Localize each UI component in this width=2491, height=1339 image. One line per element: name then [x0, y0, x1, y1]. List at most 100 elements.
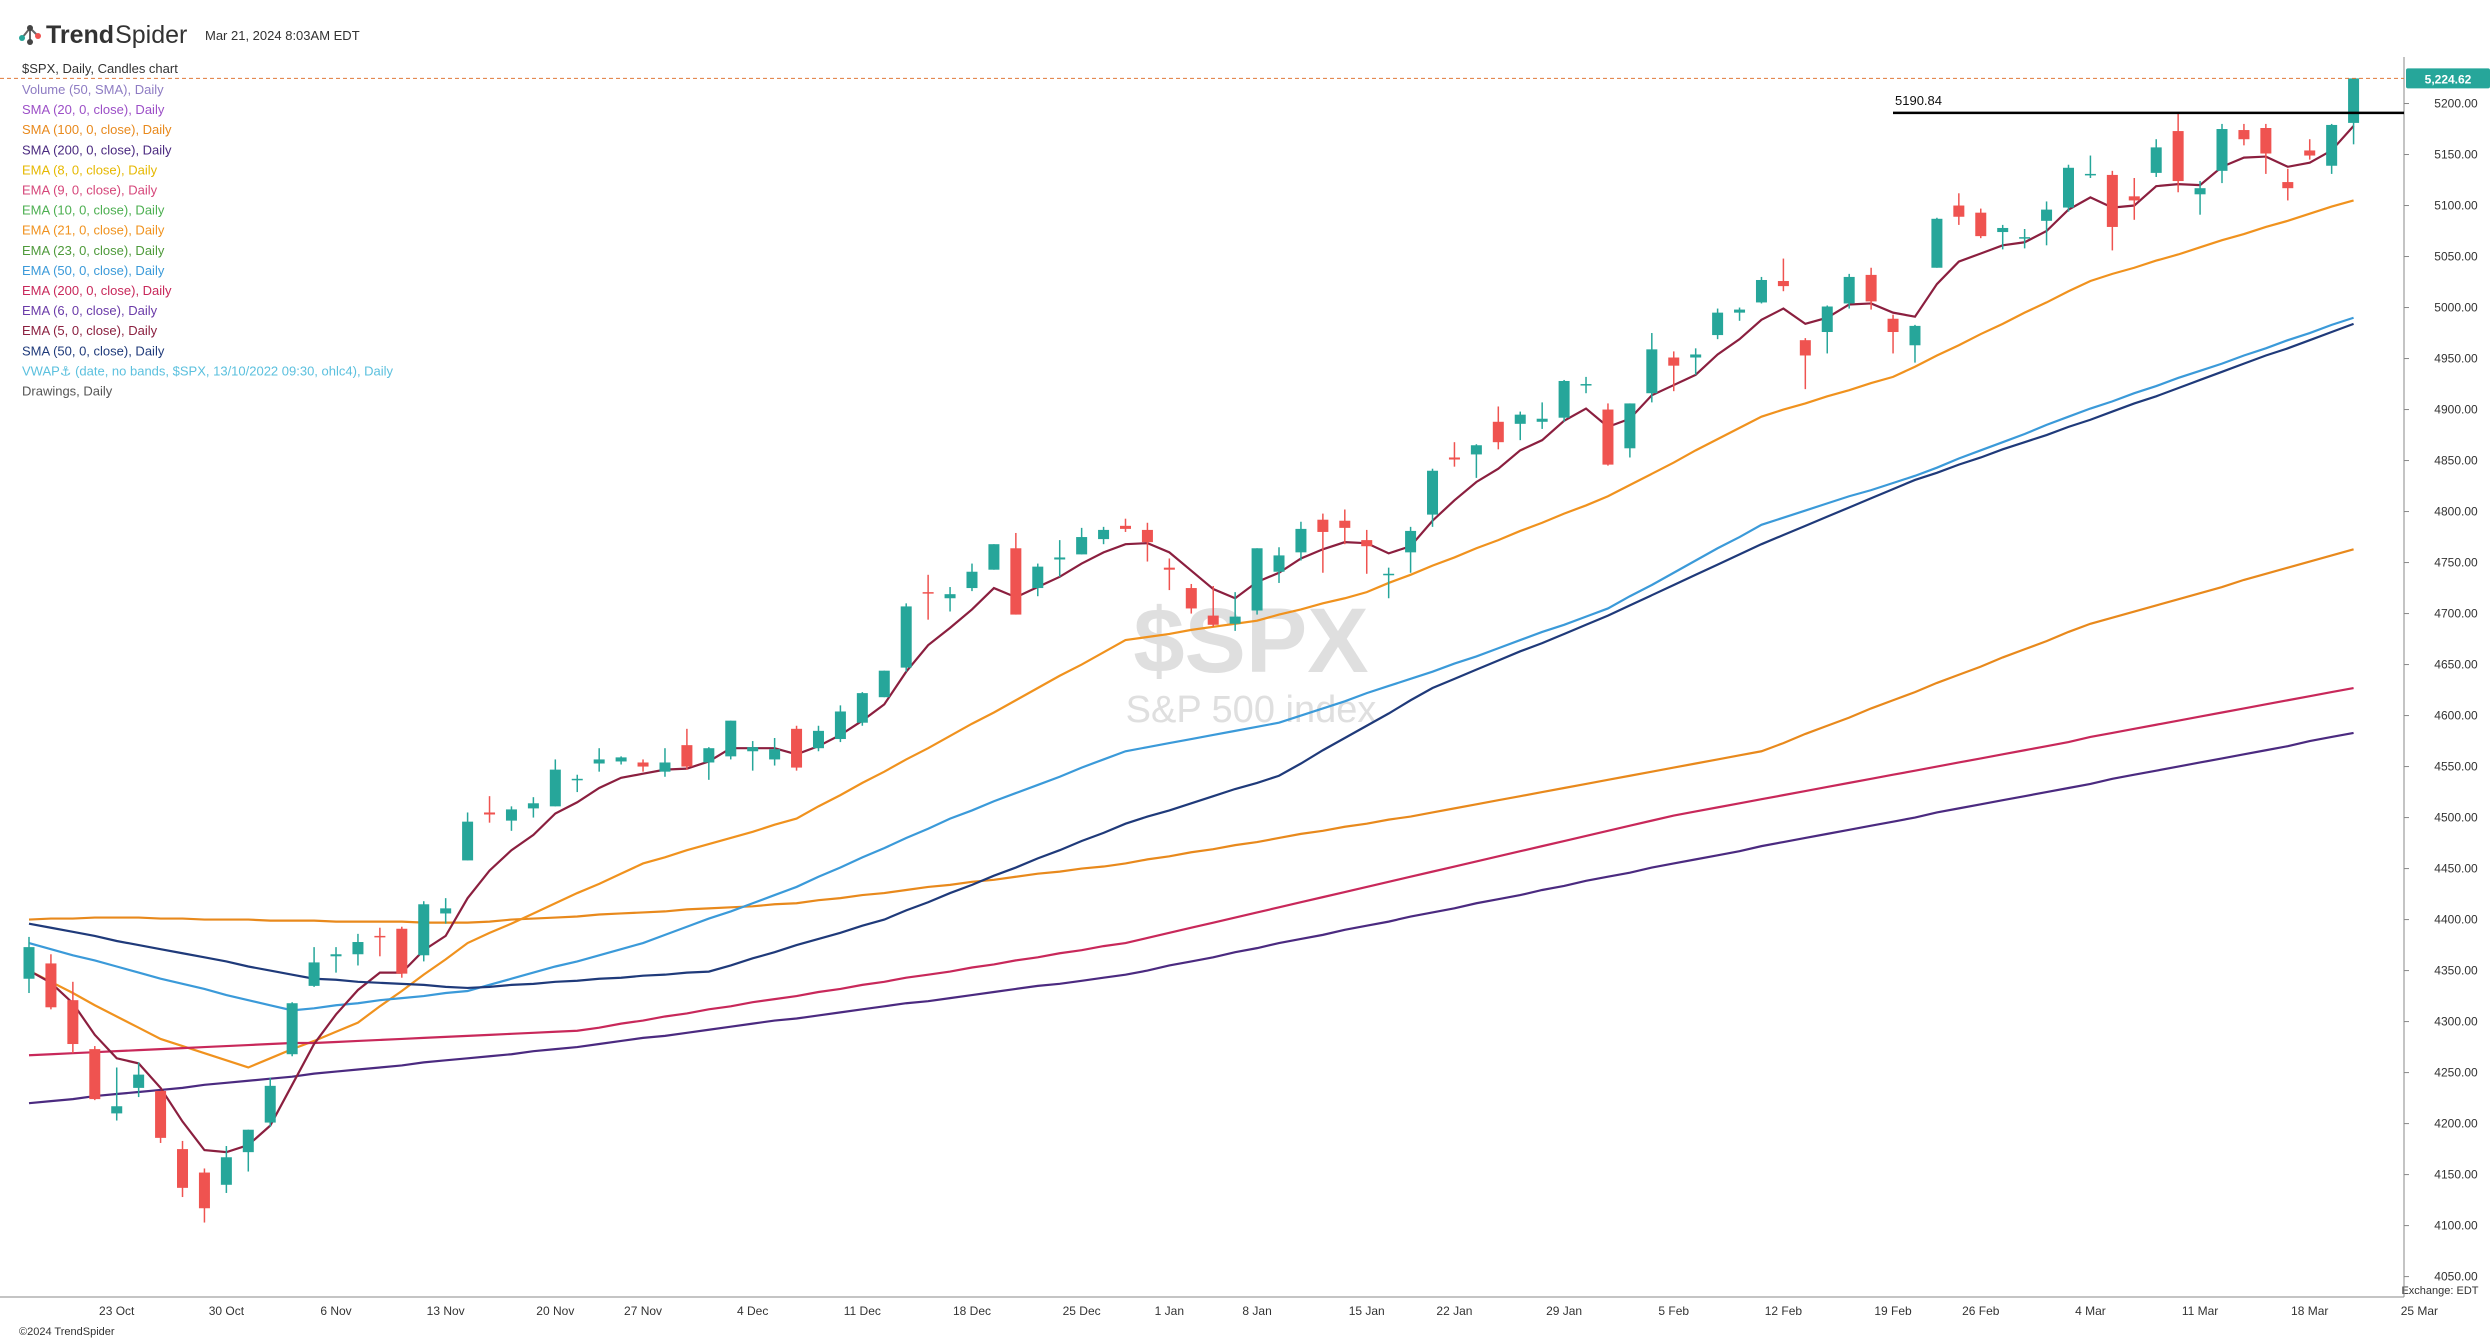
candle-body — [1098, 529, 1110, 540]
candle-body — [878, 670, 890, 698]
legend-entry: Volume (50, SMA), Daily — [22, 82, 164, 97]
indicator-line — [28, 316, 2354, 1012]
candle-body — [2260, 128, 2272, 154]
x-tick-label: 22 Jan — [1436, 1304, 1472, 1318]
x-tick-label: 29 Jan — [1546, 1304, 1582, 1318]
candle-body — [1624, 403, 1636, 449]
candle-body — [1251, 548, 1263, 611]
candle-body — [856, 693, 868, 723]
x-tick-label: 18 Dec — [953, 1304, 991, 1318]
candle-body — [308, 962, 320, 986]
x-tick-label: 25 Mar — [2401, 1304, 2438, 1318]
indicator-line — [28, 125, 2355, 1154]
y-tick-label: 4500.00 — [2434, 811, 2478, 825]
candle-body — [527, 803, 539, 809]
logo — [19, 25, 41, 45]
exchange: Exchange: EDT — [2401, 1285, 2478, 1297]
x-tick-label: 18 Mar — [2291, 1304, 2328, 1318]
candle-body — [549, 769, 561, 807]
x-tick-label: 30 Oct — [209, 1304, 245, 1318]
legend-entry: EMA (6, 0, close), Daily — [22, 303, 158, 318]
candle-body — [988, 544, 1000, 570]
x-tick-label: 27 Nov — [624, 1304, 662, 1318]
candle-body — [1317, 519, 1329, 532]
x-tick-label: 26 Feb — [1962, 1304, 2000, 1318]
candle-body — [1975, 212, 1987, 237]
x-tick-label: 5 Feb — [1658, 1304, 1689, 1318]
legend-entry: EMA (8, 0, close), Daily — [22, 162, 158, 177]
x-tick-label: 11 Mar — [2182, 1304, 2218, 1318]
candle-body — [1799, 340, 1811, 356]
x-tick-label: 1 Jan — [1155, 1304, 1184, 1318]
legend-entry: SMA (50, 0, close), Daily — [22, 343, 165, 358]
timestamp: Mar 21, 2024 8:03AM EDT — [205, 28, 360, 43]
candle-body — [637, 762, 649, 767]
candle-body — [659, 762, 671, 772]
candle-body — [1843, 276, 1855, 304]
candle-body — [418, 904, 430, 956]
watermark-name: S&P 500 index — [1126, 689, 1377, 731]
indicator-line — [28, 686, 2354, 1057]
candle-body — [2041, 209, 2053, 221]
candle-body — [2150, 147, 2162, 173]
candle-body — [330, 954, 342, 957]
legend-entry: VWAP⚓ (date, no bands, $SPX, 13/10/2022 … — [22, 363, 394, 378]
candle-body — [198, 1172, 210, 1209]
x-tick-label: 11 Dec — [844, 1304, 881, 1318]
logo-node — [35, 33, 41, 39]
y-tick-label: 5150.00 — [2434, 148, 2478, 162]
candle-body — [1295, 528, 1307, 553]
brand-rest: Spider — [115, 21, 187, 49]
candle-body — [440, 908, 452, 914]
candle-body — [484, 812, 496, 815]
y-tick-label: 4750.00 — [2434, 556, 2478, 570]
candle-body — [1120, 525, 1131, 529]
legend-entry: EMA (200, 0, close), Daily — [22, 283, 172, 298]
candle-body — [242, 1129, 254, 1153]
candle-body — [571, 778, 583, 781]
candle-body — [769, 749, 781, 760]
candle-body — [2238, 130, 2250, 140]
candle-body — [1646, 349, 1658, 394]
x-tick-label: 20 Nov — [536, 1304, 574, 1318]
candle-body — [2304, 150, 2316, 156]
candle-body — [1141, 529, 1153, 543]
legend-entry: SMA (200, 0, close), Daily — [22, 142, 172, 157]
candle-body — [1690, 354, 1702, 358]
candle-body — [1887, 318, 1899, 333]
x-tick-label: 8 Jan — [1242, 1304, 1271, 1318]
candle-body — [1712, 312, 1724, 336]
candle-body — [1580, 384, 1592, 386]
legend-entry: EMA (9, 0, close), Daily — [22, 183, 158, 198]
candle-body — [900, 606, 912, 668]
candle-body — [1492, 421, 1504, 443]
indicator-line — [28, 731, 2354, 1105]
y-tick-label: 5200.00 — [2434, 97, 2478, 111]
legend-entry: EMA (5, 0, close), Daily — [22, 323, 158, 338]
x-tick-label: 25 Dec — [1063, 1304, 1101, 1318]
candle-body — [2348, 78, 2360, 123]
last-price-label: 5,224.62 — [2425, 72, 2472, 86]
candle-body — [1010, 548, 1022, 615]
x-tick-label: 6 Nov — [320, 1304, 351, 1318]
candle-body — [1054, 557, 1066, 560]
candle-body — [462, 821, 474, 861]
candle-body — [2172, 131, 2184, 182]
candle-body — [1076, 537, 1088, 555]
candle-body — [1734, 309, 1746, 313]
indicator-line — [28, 199, 2354, 1069]
y-tick-label: 4600.00 — [2434, 709, 2478, 723]
candle-body — [812, 730, 824, 749]
candle-body — [177, 1149, 189, 1188]
legend-entry: EMA (10, 0, close), Daily — [22, 203, 165, 218]
y-tick-label: 5100.00 — [2434, 199, 2478, 213]
logo-node — [27, 39, 33, 45]
indicator-line — [28, 322, 2354, 990]
candle-body — [111, 1106, 123, 1114]
candle-body — [1909, 325, 1921, 346]
y-tick-label: 4900.00 — [2434, 403, 2478, 417]
x-tick-label: 15 Jan — [1349, 1304, 1385, 1318]
candle-body — [1602, 409, 1614, 465]
y-tick-label: 4350.00 — [2434, 964, 2478, 978]
y-tick-label: 4850.00 — [2434, 454, 2478, 468]
